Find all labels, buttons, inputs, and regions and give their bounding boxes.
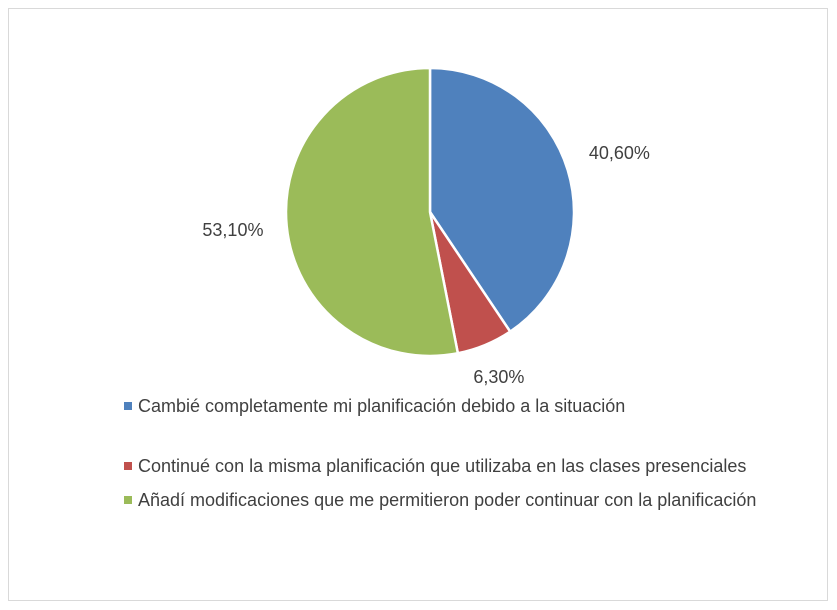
legend-label: Añadí modificaciones que me permitieron …	[138, 490, 757, 510]
pie-slice	[428, 66, 576, 334]
legend-label: Continué con la misma planificación que …	[138, 456, 747, 476]
legend-swatch	[124, 462, 132, 470]
legend-item: Cambié completamente mi planificación de…	[122, 393, 762, 419]
legend-label: Cambié completamente mi planificación de…	[138, 396, 626, 416]
legend-swatch	[124, 402, 132, 410]
legend-swatch	[124, 496, 132, 504]
legend-item: Añadí modificaciones que me permitieron …	[122, 487, 762, 513]
data-label: 53,10%	[202, 220, 263, 240]
legend: Cambié completamente mi planificación de…	[122, 393, 762, 521]
legend-item: Continué con la misma planificación que …	[122, 453, 762, 479]
pie-slice	[284, 66, 460, 358]
data-label: 6,30%	[473, 367, 524, 387]
chart-frame	[8, 8, 828, 601]
data-label: 40,60%	[589, 143, 650, 163]
